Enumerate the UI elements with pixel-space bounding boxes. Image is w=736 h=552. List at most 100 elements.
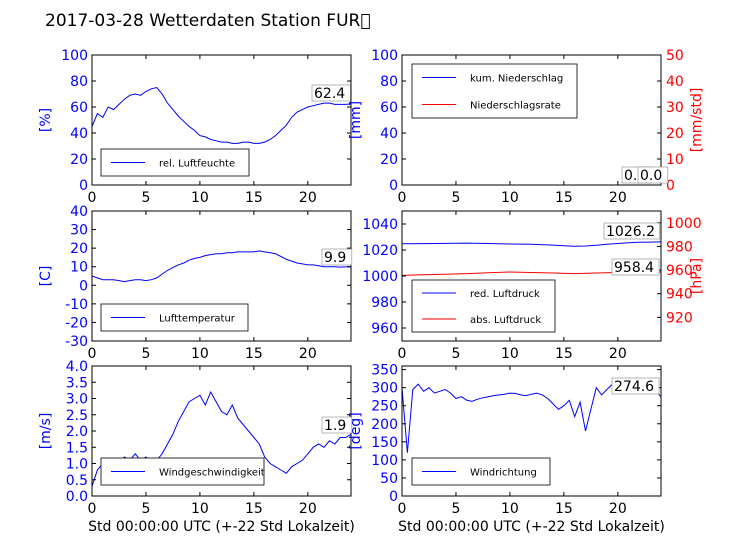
x-axis-label: Std 00:00:00 UTC (+-22 Std Lokalzeit) [88, 519, 355, 535]
last-value-box [603, 222, 660, 240]
x-tick-label: 15 [245, 346, 263, 362]
legend-label: Niederschlagsrate [470, 101, 561, 112]
x-tick-label: 5 [451, 501, 460, 517]
y2-tick-label: 10 [666, 152, 684, 168]
series-line-5-1 [91, 390, 352, 487]
x-tick-label: 5 [141, 501, 150, 517]
y-tick-label: 40 [380, 126, 398, 142]
legend-label: Windrichtung [470, 468, 537, 479]
x-tick-label: 20 [609, 190, 627, 206]
y-tick-label: 2.5 [66, 408, 88, 424]
y-tick-label: -10 [65, 297, 88, 313]
y-tick-label: 30 [70, 223, 88, 239]
legend-box [411, 279, 556, 333]
plot-frame [91, 210, 352, 342]
y2-tick-label: 30 [666, 100, 684, 116]
y-tick-label: -20 [65, 315, 88, 331]
y-tick-label: 1040 [362, 217, 398, 233]
y2-axis-label: [mm/std] [689, 88, 705, 153]
y-tick-label: 20 [70, 241, 88, 257]
last-value-label: 958.4 [614, 260, 654, 276]
x-tick-label: 10 [191, 346, 209, 362]
x-tick-label: 0 [398, 346, 407, 362]
y-tick-label: 40 [70, 204, 88, 220]
x-tick-label: 0 [398, 190, 407, 206]
y-tick-label: 20 [70, 152, 88, 168]
y-tick-label: 200 [371, 417, 398, 433]
y-tick-label: 350 [371, 363, 398, 379]
last-value-box [321, 248, 353, 266]
chart-panel-2: 0 5 10 15 20 0 20 40 60 80 100 0 10 20 30 40 50 [mm] [mm/s… [348, 48, 705, 206]
x-tick-label: 5 [451, 346, 460, 362]
x-tick-label: 0 [88, 501, 97, 517]
x-tick-label: 0 [88, 346, 97, 362]
last-value-label: 274.6 [614, 379, 654, 395]
chart-panel-4: 0 5 10 15 20 960 980 1000 1020 1040 920 940 960 980 10… [362, 210, 705, 362]
y-axis-label: [deg] [348, 412, 364, 449]
y-tick-label: 80 [70, 74, 88, 90]
y-tick-label: 40 [70, 126, 88, 142]
y-tick-label: 3.5 [66, 375, 88, 391]
legend-label: abs. Luftdruck [470, 315, 541, 326]
x-tick-label: 15 [555, 501, 573, 517]
last-value-label: 62.4 [314, 86, 345, 102]
legend-label: rel. Luftfeuchte [159, 159, 235, 170]
y2-tick-label: 940 [666, 287, 693, 303]
x-tick-label: 10 [191, 501, 209, 517]
chart-panel-3: 0 5 10 15 20 -30 -20 -10 0 10 20 30 40 [C] Lufttempera… [38, 204, 353, 362]
y-axis-label: [mm] [348, 101, 364, 139]
last-value-label: 9.9 [324, 250, 346, 266]
x-tick-label: 15 [245, 190, 263, 206]
x-tick-label: 5 [141, 346, 150, 362]
legend-label: Windgeschwindigkeit [159, 468, 265, 479]
plot-frame [401, 365, 662, 497]
last-value-box [611, 377, 660, 395]
y2-tick-label: 20 [666, 126, 684, 142]
series-line-4-1 [401, 241, 662, 247]
x-axis-label: Std 00:00:00 UTC (+-22 Std Lokalzeit) [398, 519, 665, 535]
last-value-label: 1026.2 [606, 224, 655, 240]
figure-title: 2017-03-28 Wetterdaten Station FUR  [45, 11, 371, 31]
x-tick-label: 0 [398, 501, 407, 517]
plot-frame [91, 54, 352, 186]
chart-panel-5: 0 5 10 15 20 0.00.51.01.52.02.53.03.54.0 [m/s]… [38, 359, 355, 535]
y2-tick-label: 920 [666, 310, 693, 326]
y-tick-label: 1000 [362, 269, 398, 285]
y-axis-label: [%] [38, 108, 54, 132]
x-tick-label: 10 [501, 190, 519, 206]
y-tick-label: 0.5 [66, 473, 88, 489]
x-tick-label: 5 [141, 190, 150, 206]
y2-tick-label: 1000 [666, 216, 702, 232]
x-tick-label: 20 [299, 501, 317, 517]
y2-tick-label: 0 [666, 178, 675, 194]
y2-tick-label: 960 [666, 263, 693, 279]
y-tick-label: 150 [371, 435, 398, 451]
y2-tick-label: 980 [666, 239, 693, 255]
series-line-3-1 [91, 250, 351, 283]
y-tick-label: 960 [371, 321, 398, 337]
y-tick-label: 300 [371, 381, 398, 397]
y-tick-label: 2.0 [66, 424, 88, 440]
y-tick-label: 50 [380, 471, 398, 487]
y-tick-label: 0 [79, 178, 88, 194]
y-tick-label: 60 [70, 100, 88, 116]
y-tick-label: 1.0 [66, 457, 88, 473]
y-axis-label: [m/s] [38, 413, 54, 450]
y-axis-label: [C] [38, 266, 54, 287]
last-value-box [311, 84, 351, 102]
y-tick-label: 100 [61, 48, 88, 64]
x-tick-label: 20 [299, 190, 317, 206]
y-tick-label: 100 [371, 48, 398, 64]
y-tick-label: 0 [389, 178, 398, 194]
y-tick-label: 3.0 [66, 392, 88, 408]
legend-label: kum. Niederschlag [470, 74, 563, 85]
y-tick-label: 10 [70, 260, 88, 276]
y2-tick-label: 40 [666, 74, 684, 90]
x-tick-label: 5 [451, 190, 460, 206]
legend-box [411, 63, 578, 119]
x-tick-label: 10 [501, 501, 519, 517]
y-tick-label: 0 [79, 278, 88, 294]
